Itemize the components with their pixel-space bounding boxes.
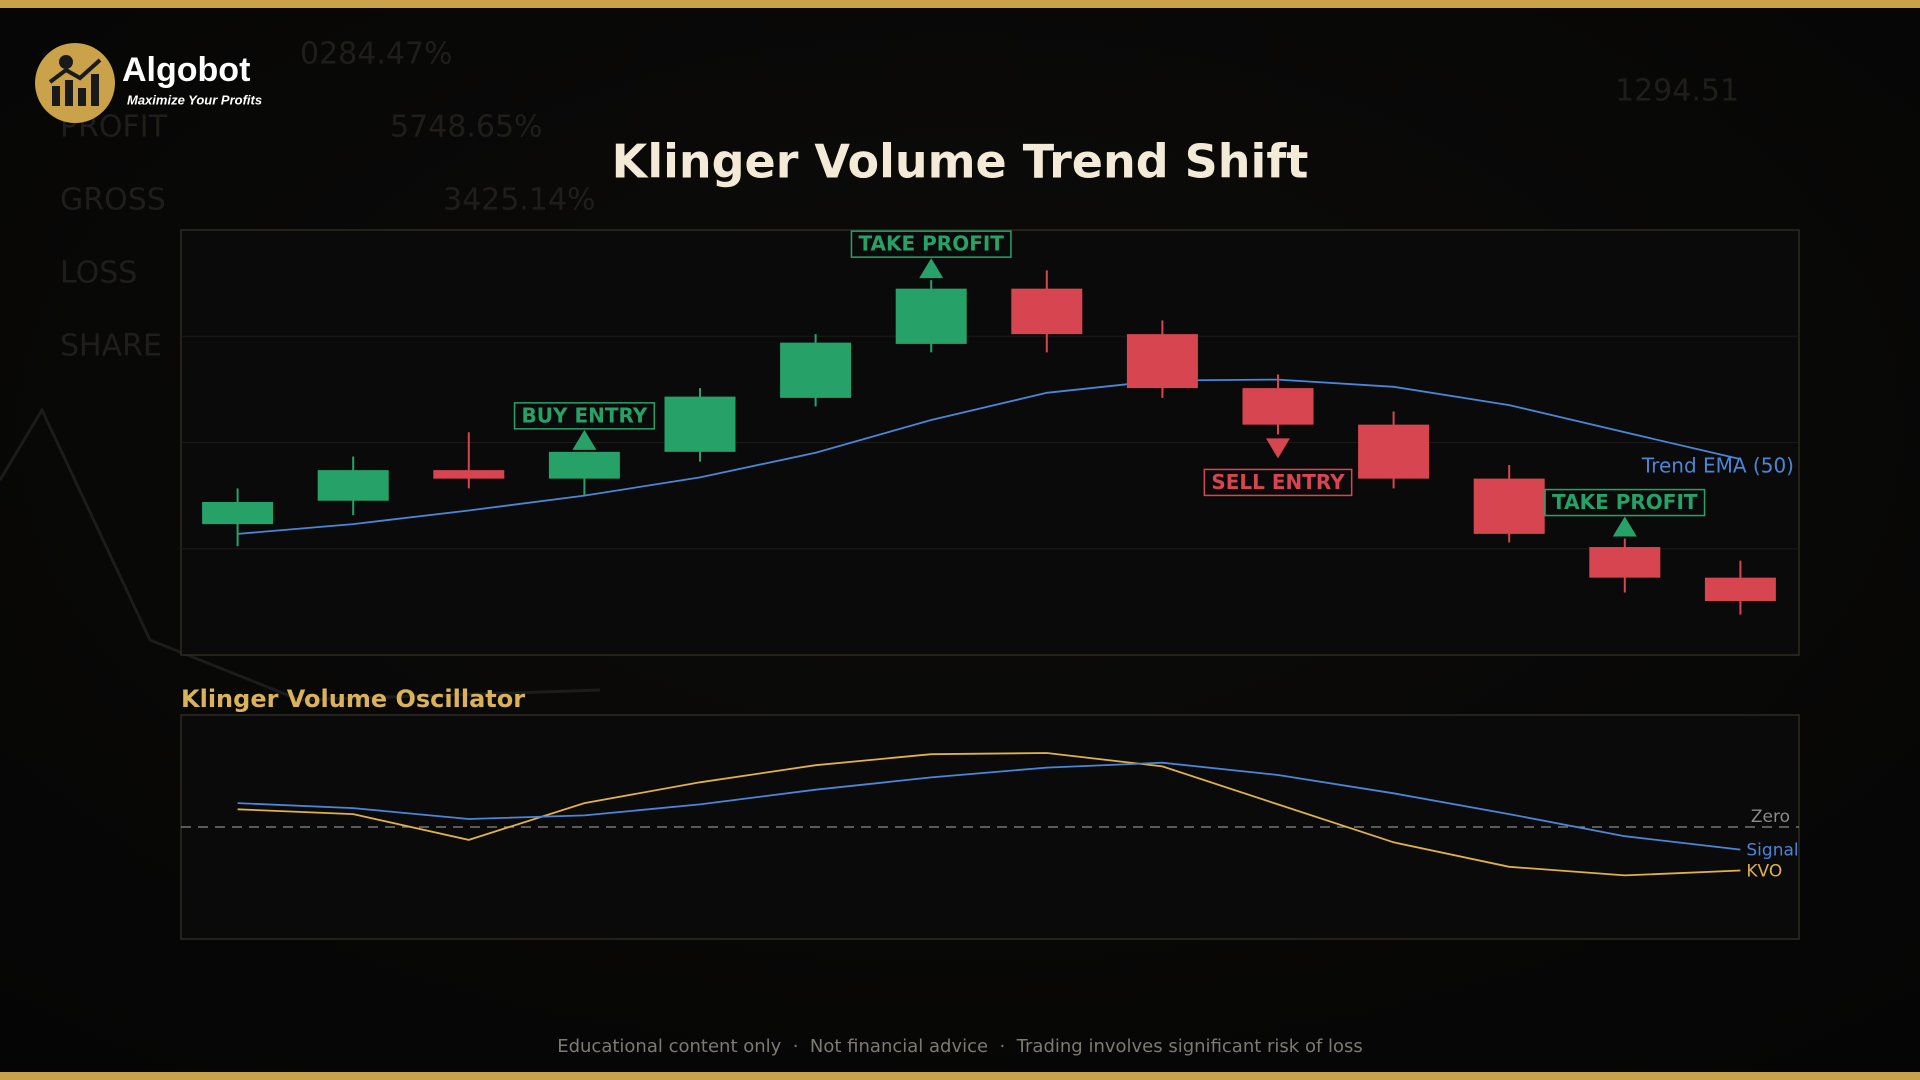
annotation-label: TAKE PROFIT xyxy=(858,232,1004,256)
bottom-bar xyxy=(0,1072,1920,1080)
annotation-label: TAKE PROFIT xyxy=(1552,490,1698,514)
logo-badge xyxy=(35,43,115,123)
annotation-label: SELL ENTRY xyxy=(1211,470,1345,494)
candle-body xyxy=(780,342,852,398)
candle-body xyxy=(1704,577,1776,602)
logo-icon xyxy=(52,86,60,106)
logo-icon xyxy=(91,74,99,106)
annotation-box xyxy=(1203,468,1353,497)
annotation-arrow xyxy=(572,429,597,450)
candle-body xyxy=(1242,388,1314,425)
bg-value: 5748.65% xyxy=(390,110,543,145)
annotation-arrow xyxy=(1266,438,1290,459)
logo-icon xyxy=(78,88,86,106)
footer: Educational content only · Not financial… xyxy=(557,1036,1363,1057)
chart-title: Klinger Volume Trend Shift xyxy=(612,135,1309,189)
ema-line xyxy=(237,378,1741,535)
candle-body xyxy=(202,502,274,525)
candle-body xyxy=(433,470,505,479)
annotation-box xyxy=(850,230,1012,258)
candle-body xyxy=(1473,478,1545,534)
bg-decoration xyxy=(0,406,601,702)
annotation-box xyxy=(513,402,656,430)
bg-value: 1294.51 xyxy=(1615,74,1739,109)
candle-body xyxy=(895,288,967,344)
brand-tagline: Maximize Your Profits xyxy=(127,92,262,107)
candle-body xyxy=(317,470,389,501)
annotation: BUY ENTRY xyxy=(513,402,656,450)
bg-label: SHARE xyxy=(60,329,162,364)
bg-label: LOSS xyxy=(60,256,137,291)
bg-value: 3425.14% xyxy=(443,183,596,218)
candle-body xyxy=(1358,424,1430,479)
oscillator-line xyxy=(237,761,1741,851)
legend-label: Signal xyxy=(1746,841,1798,861)
background-stats: PROFIT GROSS LOSS SHARE 0284.47% 5748.65… xyxy=(60,37,1739,364)
bg-value: 0284.47% xyxy=(300,37,453,72)
annotation: TAKE PROFIT xyxy=(1544,488,1706,537)
logo-icon xyxy=(65,80,73,106)
oscillator-line xyxy=(237,752,1741,877)
annotation-label: BUY ENTRY xyxy=(522,403,648,427)
brand-name: Algobot xyxy=(122,51,250,89)
candle-body xyxy=(1126,334,1198,389)
annotation: SELL ENTRY xyxy=(1203,438,1353,497)
candle-body xyxy=(664,396,736,452)
candle-body xyxy=(1589,547,1661,578)
annotation-arrow xyxy=(1612,516,1637,537)
top-bar xyxy=(0,0,1920,8)
legend-label: KVO xyxy=(1746,861,1782,881)
line-label: Trend EMA (50) xyxy=(1641,454,1794,478)
bg-label: GROSS xyxy=(60,183,166,218)
candle-body xyxy=(548,451,620,479)
logo-icon xyxy=(59,55,73,69)
candle-body xyxy=(1011,288,1083,335)
annotation: TAKE PROFIT xyxy=(850,230,1012,279)
annotation-box xyxy=(1544,488,1706,517)
y-tick-label: Zero xyxy=(1751,807,1790,827)
annotation-arrow xyxy=(919,258,944,279)
logo-icon xyxy=(48,58,102,84)
logo: Algobot Maximize Your Profits xyxy=(35,43,262,123)
oscillator-title: Klinger Volume Oscillator xyxy=(181,685,525,713)
